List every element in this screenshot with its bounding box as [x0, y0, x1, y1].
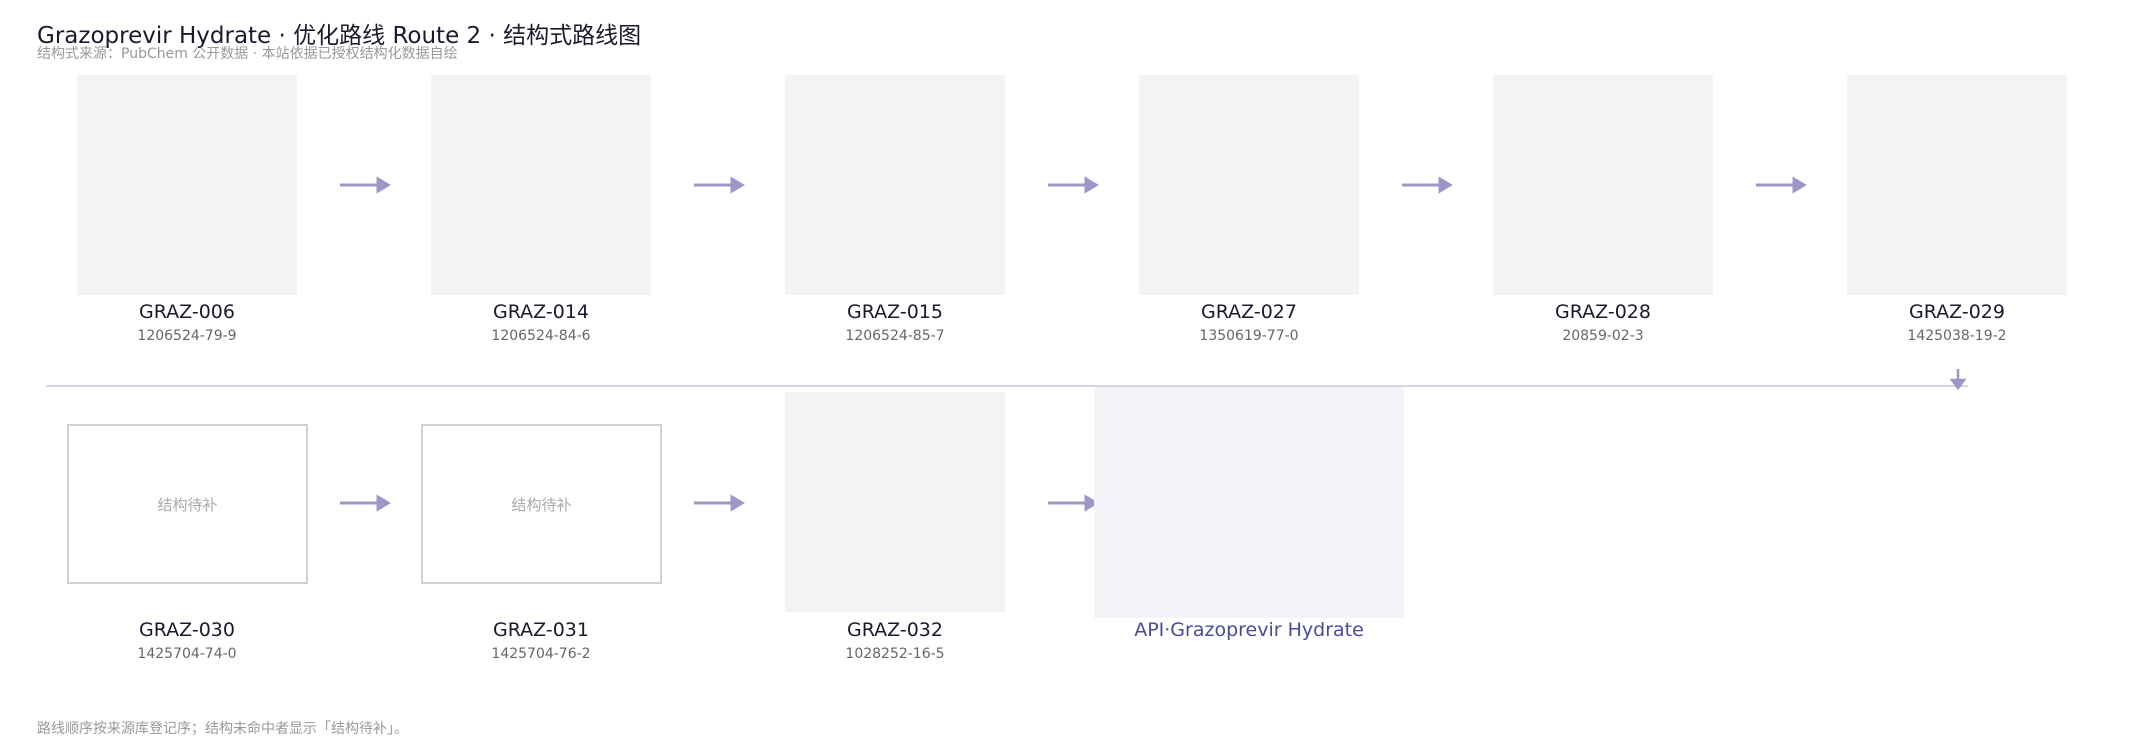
structure-image — [431, 75, 651, 295]
arrow — [694, 176, 745, 194]
compound-id: GRAZ-029 — [1909, 301, 2005, 323]
compound-id: GRAZ-030 — [139, 619, 235, 641]
cas-number: 1425704-76-2 — [491, 646, 591, 662]
structure-image — [1493, 75, 1713, 295]
compound-id: GRAZ-028 — [1555, 301, 1651, 323]
arrow — [340, 176, 391, 194]
structure-image — [1094, 387, 1404, 618]
cas-number: 1425704-74-0 — [137, 646, 237, 662]
compound-id: GRAZ-032 — [847, 619, 943, 641]
compound-id: GRAZ-014 — [493, 301, 589, 323]
compound-id: GRAZ-006 — [139, 301, 235, 323]
compound-id: GRAZ-027 — [1201, 301, 1297, 323]
structure-image — [77, 75, 297, 295]
compound-id: API·Grazoprevir Hydrate — [1134, 619, 1364, 641]
structure-placeholder: 结构待补 — [421, 424, 662, 584]
arrow — [340, 494, 391, 512]
page-title: Grazoprevir Hydrate · 优化路线 Route 2 · 结构式… — [37, 23, 642, 49]
down-arrow — [1949, 369, 1967, 391]
arrow — [1402, 176, 1453, 194]
cas-number: 1425038-19-2 — [1907, 328, 2007, 344]
footnote: 路线顺序按来源库登记序；结构未命中者显示「结构待补」。 — [37, 721, 408, 737]
cas-number: 1206524-79-9 — [137, 328, 237, 344]
cas-number: 1028252-16-5 — [845, 646, 945, 662]
compound-id: GRAZ-031 — [493, 619, 589, 641]
compound-id: GRAZ-015 — [847, 301, 943, 323]
structure-placeholder: 结构待补 — [67, 424, 308, 584]
cas-number: 1206524-84-6 — [491, 328, 591, 344]
structure-image — [785, 392, 1005, 612]
structure-image — [785, 75, 1005, 295]
page-subtitle: 结构式来源：PubChem 公开数据 · 本站依据已授权结构化数据自绘 — [37, 46, 458, 62]
structure-image — [1847, 75, 2067, 295]
arrow — [1756, 176, 1807, 194]
cas-number: 1206524-85-7 — [845, 328, 945, 344]
cas-number: 1350619-77-0 — [1199, 328, 1299, 344]
cas-number: 20859-02-3 — [1562, 328, 1644, 344]
arrow — [694, 494, 745, 512]
arrow — [1048, 494, 1099, 512]
structure-image — [1139, 75, 1359, 295]
arrow — [1048, 176, 1099, 194]
